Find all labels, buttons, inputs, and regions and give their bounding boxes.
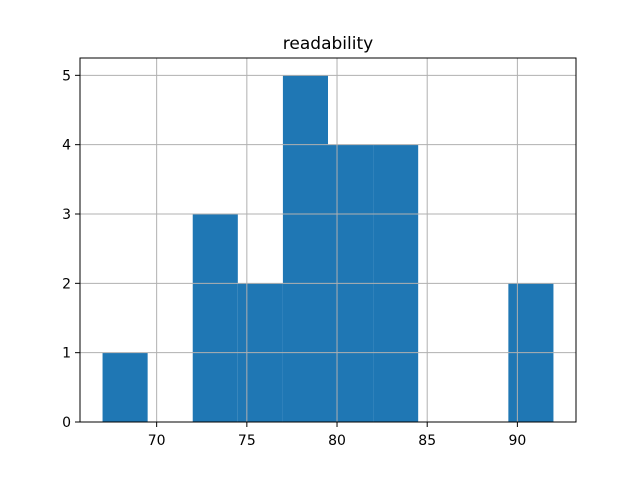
ticks-layer [75, 74, 518, 427]
histogram-bar [282, 75, 328, 422]
bars-layer [102, 75, 554, 423]
x-tick-label: 85 [418, 433, 436, 449]
x-tick-label: 70 [148, 433, 166, 449]
frame-layer [79, 57, 577, 423]
y-tick-label: 3 [62, 207, 71, 223]
y-tick-label: 4 [62, 138, 71, 154]
chart-title: readability [283, 34, 373, 54]
y-tick-label: 2 [62, 276, 71, 292]
histogram-bar [192, 214, 238, 422]
histogram-bar [102, 352, 148, 422]
y-tick-label: 1 [62, 346, 71, 362]
x-tick-label: 90 [508, 433, 526, 449]
tick-labels-layer: 70 75 80 85 90 0 1 2 3 4 5 [62, 68, 526, 449]
x-tick-label: 80 [328, 433, 346, 449]
axes-frame [79, 57, 577, 423]
y-tick-label: 5 [62, 68, 71, 84]
x-tick-label: 75 [238, 433, 256, 449]
y-tick-label: 0 [62, 415, 71, 431]
